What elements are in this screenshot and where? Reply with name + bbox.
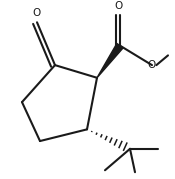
Polygon shape bbox=[97, 43, 123, 78]
Text: O: O bbox=[115, 1, 123, 11]
Text: O: O bbox=[148, 60, 156, 70]
Text: O: O bbox=[32, 8, 40, 18]
